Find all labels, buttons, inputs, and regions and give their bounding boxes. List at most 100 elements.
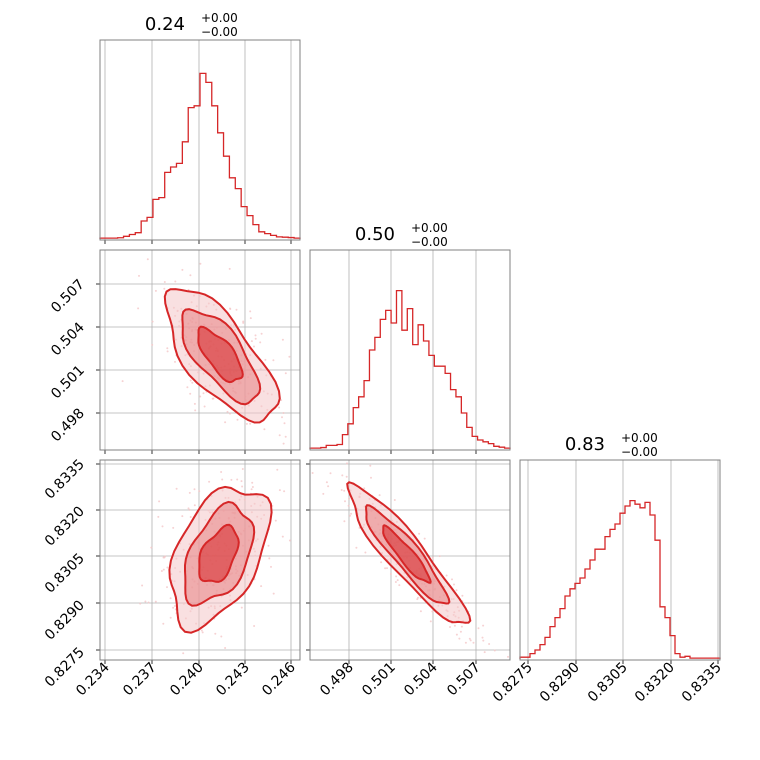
sample-point xyxy=(169,597,172,600)
sample-point xyxy=(419,610,422,613)
sample-point xyxy=(169,616,172,619)
sample-point xyxy=(311,472,314,474)
sample-point xyxy=(364,551,367,554)
sample-point xyxy=(230,478,233,481)
hist-p1-panel xyxy=(99,39,301,244)
sample-point xyxy=(242,320,245,323)
sample-point xyxy=(251,481,254,484)
sample-point xyxy=(395,575,398,578)
sample-point xyxy=(166,566,169,569)
x-ticks-col1: 0.498 0.501 0.504 0.507 xyxy=(317,659,484,699)
hist-p3-panel xyxy=(519,459,721,664)
sample-point xyxy=(186,386,189,389)
sample-point xyxy=(464,641,467,644)
tick-label: 0.243 xyxy=(213,660,253,700)
sample-point xyxy=(482,639,485,642)
sample-point xyxy=(281,416,283,419)
sample-point xyxy=(460,625,463,628)
tick-label: 0.8305 xyxy=(42,551,88,597)
sample-point xyxy=(278,434,281,437)
tick-label: 0.246 xyxy=(259,659,299,699)
sample-point xyxy=(249,310,252,313)
sample-point xyxy=(253,625,256,627)
sample-point xyxy=(343,489,346,492)
tick-label: 0.501 xyxy=(359,660,399,700)
sample-point xyxy=(254,334,257,337)
sample-point xyxy=(278,406,281,409)
tick-label: 0.507 xyxy=(444,660,484,700)
sample-point xyxy=(154,600,157,603)
title-p1-lower: −0.00 xyxy=(201,25,238,39)
sample-point xyxy=(224,647,227,649)
sample-point xyxy=(493,649,496,652)
sample-point xyxy=(260,585,263,588)
sample-point xyxy=(249,422,252,425)
sample-point xyxy=(189,379,192,382)
title-p2-lower: −0.00 xyxy=(411,235,448,249)
sample-point xyxy=(288,539,291,542)
sample-point xyxy=(201,631,204,634)
sample-point xyxy=(396,579,399,582)
sample-point xyxy=(276,468,279,471)
sample-point xyxy=(162,568,165,571)
sample-point xyxy=(477,627,480,630)
sample-point xyxy=(199,395,202,398)
sample-point xyxy=(283,490,286,493)
sample-point xyxy=(329,472,332,475)
sample-point xyxy=(431,610,434,613)
title-p1-upper: +0.00 xyxy=(201,11,238,25)
sample-point xyxy=(162,622,165,625)
sample-point xyxy=(267,544,270,547)
sample-point xyxy=(282,442,285,445)
sample-point xyxy=(174,360,176,363)
sample-point xyxy=(250,488,253,491)
sample-point xyxy=(236,418,239,421)
tick-label: 0.8320 xyxy=(632,660,678,706)
sample-point xyxy=(193,402,196,405)
sample-point xyxy=(418,532,421,535)
sample-point xyxy=(398,584,401,587)
tick-label: 0.8290 xyxy=(42,598,88,644)
sample-point xyxy=(458,637,461,640)
sample-point xyxy=(455,589,458,592)
sample-point xyxy=(166,347,169,350)
sample-point xyxy=(429,620,432,623)
sample-point xyxy=(174,280,177,283)
sample-point xyxy=(200,629,203,632)
panel-frame xyxy=(99,39,301,241)
sample-point xyxy=(240,480,243,483)
sample-point xyxy=(163,281,166,283)
sample-point xyxy=(214,632,217,635)
sample-point xyxy=(166,586,168,589)
sample-point xyxy=(172,606,175,609)
sample-point xyxy=(220,471,223,473)
sample-point xyxy=(355,546,358,549)
scatter-p1-p3-panel xyxy=(96,459,301,664)
sample-point xyxy=(350,512,353,515)
sample-point xyxy=(221,478,224,481)
sample-point xyxy=(488,643,491,645)
sample-point xyxy=(249,317,252,320)
tick-label: 0.8335 xyxy=(42,457,88,503)
sample-point xyxy=(146,258,149,261)
y-ticks-row2: 0.8335 0.8320 0.8305 0.8290 0.8275 xyxy=(42,457,88,691)
sample-point xyxy=(151,320,154,323)
sample-point xyxy=(369,464,372,467)
sample-point xyxy=(438,555,441,558)
tick-label: 0.498 xyxy=(317,660,357,700)
title-p2: 0.50 +0.00 −0.00 xyxy=(355,221,448,249)
panel-frame xyxy=(99,459,301,661)
title-p2-upper: +0.00 xyxy=(411,221,448,235)
sample-point xyxy=(417,596,419,599)
sample-point xyxy=(347,504,350,507)
density-contour xyxy=(382,524,432,584)
tick-label: 0.240 xyxy=(167,660,207,700)
sample-point xyxy=(345,475,348,478)
sample-point xyxy=(203,405,206,408)
sample-point xyxy=(459,630,462,633)
sample-point xyxy=(193,504,196,507)
sample-point xyxy=(380,561,383,564)
sample-point xyxy=(189,392,192,395)
sample-point xyxy=(158,500,161,503)
sample-point xyxy=(182,652,185,655)
